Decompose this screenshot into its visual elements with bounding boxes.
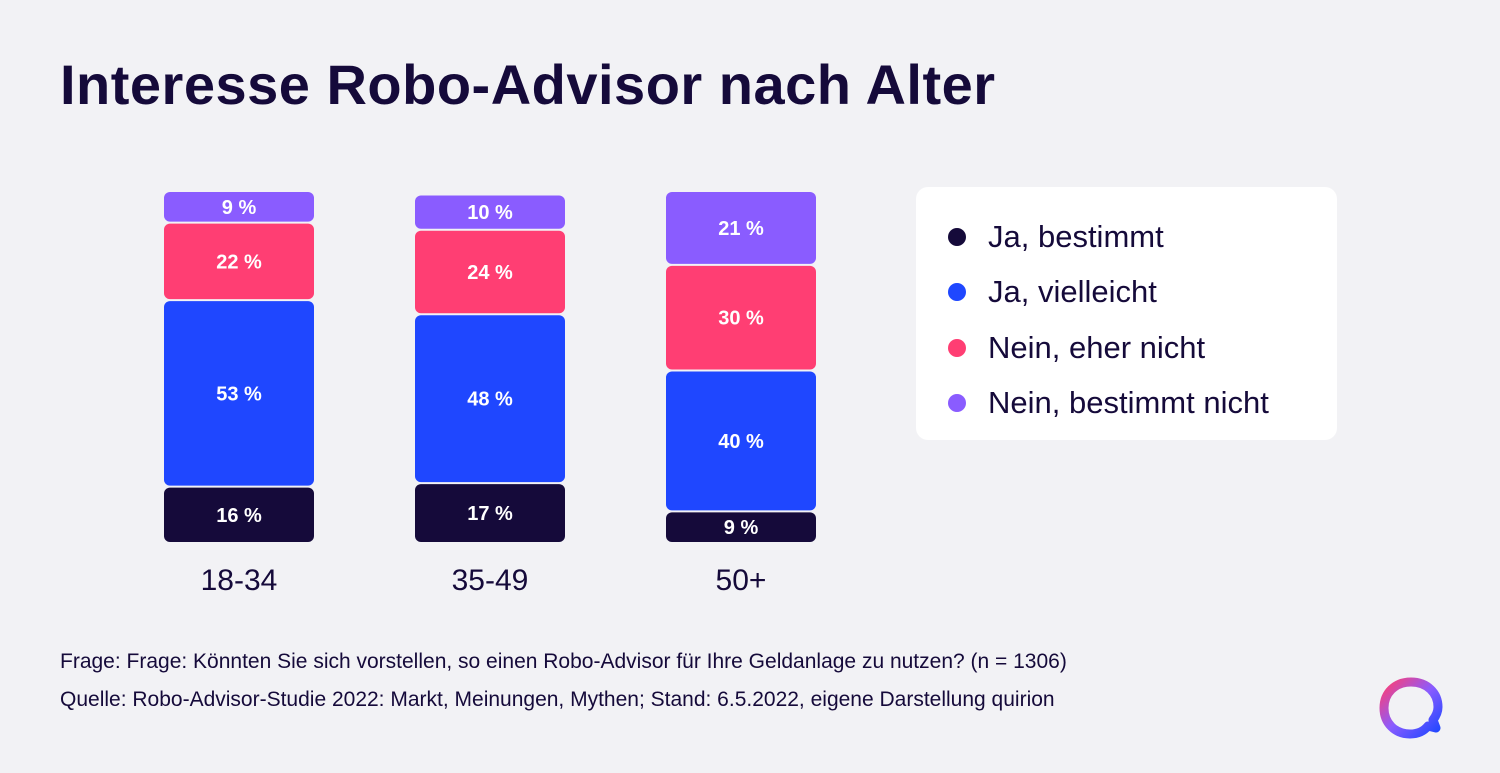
bar-segment (666, 371, 816, 511)
data-label: 30 % (718, 308, 764, 330)
source-footnote: Quelle: Robo-Advisor-Studie 2022: Markt,… (60, 688, 1055, 711)
bar-segment (666, 265, 816, 370)
bar-segment (164, 192, 314, 222)
data-label: 16 % (216, 505, 262, 527)
data-label: 9 % (724, 517, 759, 539)
legend-swatch (948, 227, 966, 246)
x-tick-label: 18-34 (201, 564, 278, 597)
legend-label: Ja, vielleicht (988, 274, 1157, 310)
data-label: 22 % (216, 251, 262, 273)
bar-segment (666, 512, 816, 542)
legend-label: Nein, bestimmt nicht (988, 385, 1269, 421)
data-label: 21 % (718, 218, 764, 240)
data-label: 9 % (222, 197, 257, 219)
legend: Ja, bestimmt Ja, vielleicht Nein, eher n… (916, 187, 1337, 440)
data-label: 17 % (467, 503, 513, 525)
bar-segment (666, 192, 816, 264)
bar-segment (415, 230, 565, 314)
data-label: 40 % (718, 431, 764, 453)
legend-swatch (948, 338, 966, 357)
bar-segment (164, 487, 314, 542)
legend-item: Ja, vielleicht (948, 265, 1337, 321)
bar-segment (415, 484, 565, 542)
x-tick-label: 50+ (716, 564, 767, 597)
chart-title: Interesse Robo-Advisor nach Alter (60, 53, 996, 116)
quirion-logo-icon (1379, 677, 1443, 739)
data-label: 24 % (467, 262, 513, 284)
data-label: 48 % (467, 389, 513, 411)
stacked-bar-chart: 16 % 53 % 22 % 9 % 18-34 17 % 48 % 24 % 10 % 35-4… (164, 192, 816, 597)
bar-segment (164, 223, 314, 300)
legend-item: Ja, bestimmt (948, 209, 1337, 265)
legend-swatch (948, 283, 966, 302)
legend-swatch (948, 394, 966, 413)
question-footnote: Frage: Frage: Könnten Sie sich vorstelle… (60, 650, 1067, 673)
legend-item: Nein, bestimmt nicht (948, 376, 1337, 432)
bar-segment (415, 315, 565, 483)
bar-segment (415, 195, 565, 229)
data-label: 10 % (467, 202, 513, 224)
x-tick-label: 35-49 (452, 564, 529, 597)
data-label: 53 % (216, 383, 262, 405)
bar-segment (164, 301, 314, 486)
legend-label: Nein, eher nicht (988, 329, 1206, 365)
legend-item: Nein, eher nicht (948, 320, 1337, 376)
legend-label: Ja, bestimmt (988, 218, 1164, 254)
